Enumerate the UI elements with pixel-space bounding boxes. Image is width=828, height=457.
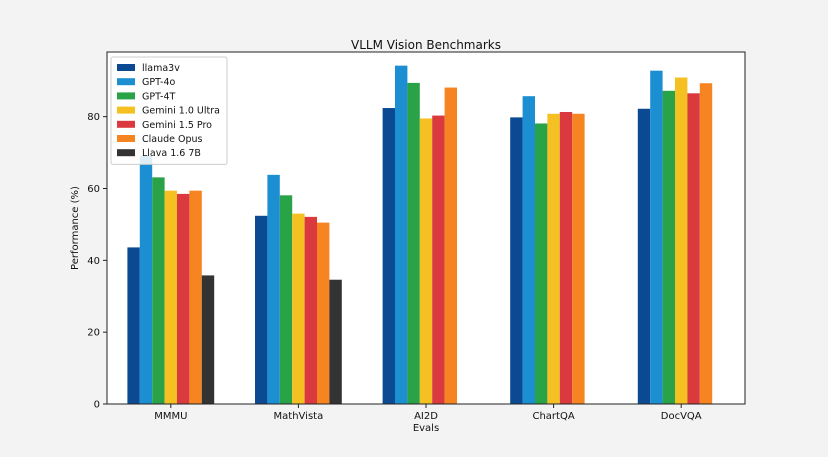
legend-label-llama3v: llama3v [142,63,180,74]
legend-label-gemini-1-5-pro: Gemini 1.5 Pro [142,120,212,131]
x-tick-label: MMMU [154,411,187,422]
y-tick-label: 60 [87,184,100,195]
bar-llava-1-6-7b-mathvista [329,279,342,404]
bar-claude-opus-ai2d [444,87,457,405]
bar-gpt-4t-docvqa [662,90,675,404]
legend-swatch-llava-1-6-7b [117,149,135,157]
bar-gpt-4t-chartqa [535,123,548,405]
x-tick-label: ChartQA [532,411,574,422]
bar-gemini-1-5-pro-mmmu [177,193,190,404]
bar-llama3v-mathvista [255,215,268,404]
bar-gemini-1-0-ultra-docvqa [675,77,688,404]
x-axis: MMMU MathVista AI2D ChartQA DocVQA [154,404,702,422]
bar-gemini-1-0-ultra-chartqa [547,113,560,404]
legend: llama3v GPT-4o GPT-4T Gemini 1.0 Ultra Gemin… [110,56,228,165]
bar-gpt-4o-chartqa [522,96,535,404]
bar-claude-opus-chartqa [572,113,585,404]
bar-gpt-4o-mathvista [267,174,280,404]
legend-label-llava-1-6-7b: Llava 1.6 7B [142,148,201,159]
x-tick-label: AI2D [414,411,438,422]
y-axis: 0 20 40 60 80 [87,112,107,411]
bar-gpt-4o-ai2d [395,65,408,404]
bar-gemini-1-0-ultra-mmmu [164,190,177,404]
legend-swatch-gemini-1-0-ultra [117,106,135,114]
chart-title: VLLM Vision Benchmarks [351,38,501,52]
y-tick-label: 0 [94,400,100,411]
bar-gpt-4t-mathvista [279,195,293,404]
bar-claude-opus-mmmu [189,190,202,404]
bar-gemini-1-5-pro-chartqa [559,111,573,404]
bar-llama3v-mmmu [127,247,140,404]
bar-gemini-1-5-pro-ai2d [432,115,445,405]
bar-llama3v-docvqa [637,108,651,404]
y-tick-label: 40 [87,256,100,267]
bar-gpt-4o-docvqa [650,70,663,404]
bar-gemini-1-5-pro-mathvista [304,216,317,404]
legend-swatch-gemini-1-5-pro [117,120,135,128]
bar-gemini-1-0-ultra-ai2d [419,118,433,405]
bar-gemini-1-0-ultra-mathvista [292,213,305,404]
bars-layer [127,65,713,405]
legend-swatch-gpt-4o [117,78,135,86]
x-tick-label: MathVista [274,411,324,422]
legend-label-gemini-1-0-ultra: Gemini 1.0 Ultra [142,106,220,117]
legend-label-claude-opus: Claude Opus [142,134,203,145]
y-tick-label: 80 [87,112,100,123]
bar-gemini-1-5-pro-docvqa [687,93,700,404]
bar-gpt-4o-mmmu [139,155,153,404]
bar-claude-opus-docvqa [699,83,713,405]
legend-label-gpt-4t: GPT-4T [142,91,175,102]
legend-swatch-claude-opus [117,135,135,142]
x-tick-label: DocVQA [661,411,702,422]
bar-claude-opus-mathvista [317,222,330,404]
bar-llama3v-ai2d [382,108,395,404]
y-tick-label: 20 [87,328,100,339]
legend-swatch-llama3v [117,64,135,71]
legend-swatch-gpt-4t [117,92,135,100]
bar-gpt-4t-mmmu [152,177,165,404]
x-axis-label: Evals [413,423,439,434]
legend-label-gpt-4o: GPT-4o [142,77,175,88]
bar-llava-1-6-7b-mmmu [201,275,215,404]
legend-frame [110,56,228,165]
bar-gpt-4t-ai2d [407,82,420,404]
y-axis-label: Performance (%) [70,186,81,270]
bar-llama3v-chartqa [510,117,523,404]
